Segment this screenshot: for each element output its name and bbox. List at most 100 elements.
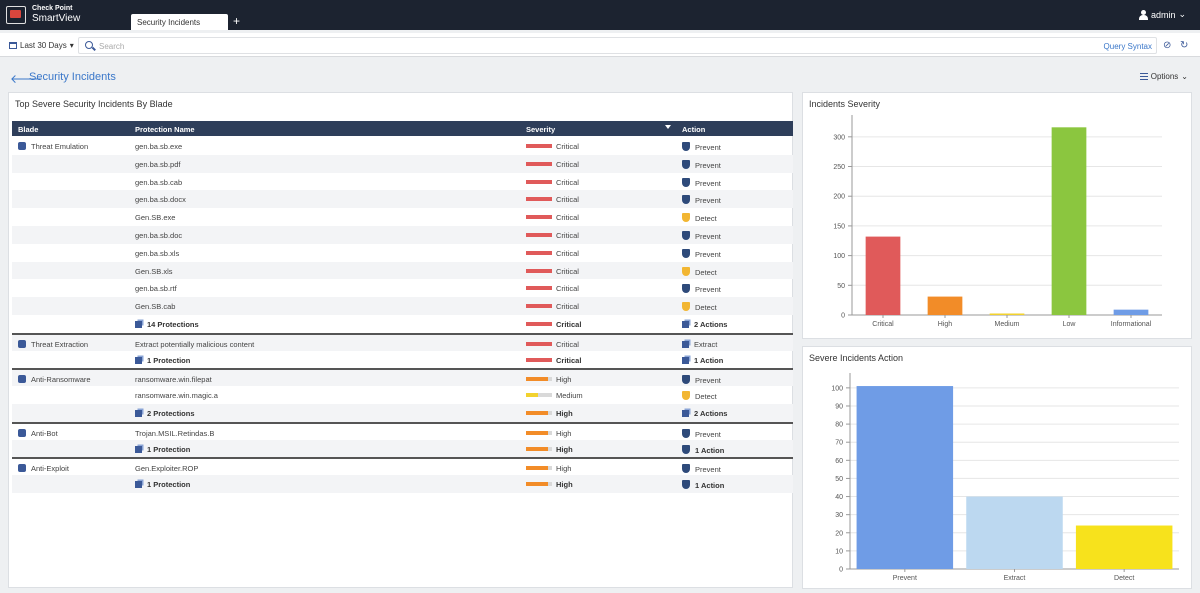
severity-cell: Critical: [526, 284, 579, 293]
severity-label: Critical: [556, 302, 579, 312]
action-label: Prevent: [695, 160, 721, 170]
severity-bar: [526, 179, 552, 184]
options-menu[interactable]: Options ⌄: [1139, 72, 1188, 81]
add-tab-button[interactable]: +: [233, 14, 241, 28]
protection-name-cell: Gen.SB.xls: [135, 267, 173, 276]
table-row[interactable]: Threat Emulation gen.ba.sb.exe Critical Pre…: [12, 137, 793, 155]
severity-bar: [526, 268, 552, 273]
column-header-severity[interactable]: Severity: [526, 125, 556, 134]
table-row[interactable]: 14 Protections Critical 2 Actions: [12, 315, 793, 333]
severity-cell: Critical: [526, 356, 581, 365]
table-row[interactable]: ransomware.win.magic.a Medium Detect: [12, 386, 793, 404]
action-label: Detect: [695, 267, 717, 277]
protection-name-cell: 2 Protections: [135, 409, 195, 418]
y-tick-label: 30: [835, 512, 843, 519]
protections-group-icon: [135, 356, 142, 364]
protection-name: Gen.Exploiter.ROP: [135, 464, 199, 474]
severity-cell: High: [526, 480, 573, 489]
search-input[interactable]: Search Query Syntax: [78, 37, 1157, 54]
blade-icon: [18, 375, 26, 384]
action-label: Prevent: [695, 232, 721, 241]
protection-name: 1 Protection: [147, 444, 191, 454]
severity-cell: Critical: [526, 195, 579, 204]
severity-label: High: [556, 480, 573, 490]
column-header-protection-name[interactable]: Protection Name: [135, 125, 195, 134]
actions-group-icon: [682, 410, 689, 417]
x-tick-label: Extract: [1004, 575, 1026, 582]
prevent-shield-icon: [682, 159, 690, 169]
table-row[interactable]: 2 Protections High 2 Actions: [12, 404, 793, 422]
severity-cell: Critical: [526, 213, 579, 222]
bar: [989, 313, 1025, 315]
protection-name: 14 Protections: [147, 320, 199, 329]
y-tick-label: 200: [833, 194, 845, 201]
severity-cell: Critical: [526, 249, 579, 258]
severity-cell: Critical: [526, 302, 579, 311]
severity-bar: [526, 233, 552, 237]
severity-bar-fill: [526, 304, 552, 309]
table-row[interactable]: Anti-Exploit Gen.Exploiter.ROP High Prevent: [12, 457, 793, 475]
user-menu[interactable]: admin ⌄: [1138, 9, 1186, 20]
protection-name-cell: Gen.SB.cab: [135, 302, 175, 311]
detect-shield-icon: [682, 213, 690, 223]
incidents-action-panel: Severe Incidents Action 0 10 20 30 40 50 60 70 8…: [802, 346, 1192, 589]
protection-name: Gen.SB.exe: [135, 213, 176, 223]
back-arrow-icon[interactable]: 🡐: [10, 72, 43, 86]
action-cell: Prevent: [682, 375, 721, 385]
x-tick-label: Medium: [995, 321, 1020, 328]
protection-name: Extract potentially malicious content: [135, 339, 255, 349]
table-row[interactable]: 1 Protection High 1 Action: [12, 475, 793, 493]
action-cell: 1 Action: [682, 480, 724, 490]
severity-bar-fill: [526, 322, 552, 326]
x-tick-label: Low: [1063, 321, 1077, 328]
blade-icon: [18, 464, 26, 473]
clear-filter-icon[interactable]: ⊘: [1163, 40, 1172, 51]
table-row[interactable]: gen.ba.sb.rtf Critical Prevent: [12, 279, 793, 297]
table-row[interactable]: Anti-Ransomware ransomware.win.filepat Hig…: [12, 368, 793, 387]
table-row[interactable]: Gen.SB.cab Critical Detect: [12, 297, 793, 315]
action-cell: Detect: [682, 391, 717, 401]
table-row[interactable]: Gen.SB.xls Critical Detect: [12, 261, 793, 280]
y-tick-label: 90: [835, 403, 843, 410]
table-row[interactable]: gen.ba.sb.cab Critical Prevent: [12, 173, 793, 191]
column-header-action[interactable]: Action: [682, 125, 706, 134]
severity-cell: Medium: [526, 391, 583, 400]
severity-bar: [526, 466, 552, 471]
table-row[interactable]: Gen.SB.exe Critical Detect: [12, 208, 793, 226]
severity-bar-fill: [526, 411, 549, 415]
table-row[interactable]: 1 Protection Critical 1 Action: [12, 351, 793, 369]
chevron-down-icon: ⌄: [1178, 9, 1186, 19]
action-label: 1 Action: [694, 355, 724, 365]
protection-name-cell: Gen.SB.exe: [135, 213, 175, 222]
tab-security-incidents[interactable]: Security Incidents: [131, 14, 228, 30]
severity-bar-fill: [526, 393, 538, 398]
table-row[interactable]: 1 Protection High 1 Action: [12, 439, 793, 458]
query-syntax-link[interactable]: Query Syntax: [1103, 42, 1152, 51]
action-cell: Prevent: [682, 177, 721, 188]
action-label: Prevent: [695, 465, 721, 475]
bar: [927, 296, 963, 315]
blade-cell: Anti-Bot: [18, 428, 58, 438]
action-label: Extract: [694, 339, 718, 349]
sort-desc-icon[interactable]: [665, 125, 671, 129]
action-label: Prevent: [695, 196, 721, 206]
severity-label: Medium: [556, 391, 583, 401]
table-row[interactable]: Threat Extraction Extract potentially mal…: [12, 332, 793, 351]
severity-bar-fill: [526, 144, 552, 148]
table-row[interactable]: Anti-Bot Trojan.MSIL.Retindas.B High Preven…: [12, 421, 793, 440]
severity-bar: [526, 341, 552, 346]
table-row[interactable]: gen.ba.sb.docx Critical Prevent: [12, 190, 793, 209]
column-header-blade[interactable]: Blade: [18, 125, 39, 134]
severity-cell: High: [526, 375, 571, 384]
severity-bar-fill: [526, 161, 552, 166]
bar: [1113, 309, 1149, 315]
table-row[interactable]: gen.ba.sb.pdf Critical Prevent: [12, 154, 793, 173]
severity-label: High: [556, 428, 572, 438]
refresh-icon[interactable]: ↻: [1180, 40, 1189, 51]
severity-bar: [526, 393, 552, 398]
panel-title: Severe Incidents Action: [809, 353, 904, 363]
severity-cell: Critical: [526, 320, 581, 329]
table-row[interactable]: gen.ba.sb.doc Critical Prevent: [12, 226, 793, 244]
table-row[interactable]: gen.ba.sb.xls Critical Prevent: [12, 244, 793, 262]
time-filter-dropdown[interactable]: Last 30 Days ▾: [9, 41, 74, 50]
